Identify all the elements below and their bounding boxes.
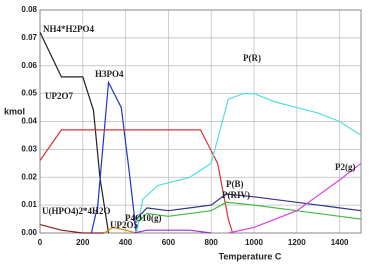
y-tick-label: 0.05 <box>21 89 37 98</box>
series-line <box>135 93 362 234</box>
plot-border <box>39 9 362 234</box>
series-line <box>228 162 362 234</box>
x-tick-label: 200 <box>76 238 90 247</box>
x-tick-label: 600 <box>162 238 176 247</box>
series-label: P4O10(g) <box>125 213 162 223</box>
series-label: P2(g) <box>335 162 356 172</box>
y-tick-label: 0.02 <box>21 172 37 181</box>
y-tick-label: 0.03 <box>21 144 37 153</box>
y-tick-label: 0.08 <box>21 5 37 14</box>
series-line <box>137 201 362 223</box>
series-line <box>90 80 137 234</box>
x-tick-label: 800 <box>205 238 219 247</box>
series-label: NH4*H2PO4 <box>43 24 94 34</box>
series-label: P(B) <box>226 179 244 189</box>
series-label: P(R) <box>243 53 261 63</box>
x-tick-label: 1000 <box>245 238 263 247</box>
series-label: U(HPO4)2*4H2O <box>42 206 111 216</box>
y-tick-label: 0.00 <box>21 228 37 237</box>
series-line <box>39 224 105 234</box>
y-axis-label: kmol <box>4 106 25 116</box>
y-tick-label: 0.01 <box>21 200 37 209</box>
series-line <box>103 226 137 234</box>
x-tick-label: 400 <box>119 238 133 247</box>
x-axis-label: Temperature C <box>219 251 282 261</box>
y-tick-label: 0.06 <box>21 61 37 70</box>
series-line <box>135 193 362 220</box>
x-tick-label: 1200 <box>288 238 306 247</box>
y-tick-label: 0.04 <box>21 117 37 126</box>
x-tick-label: 1400 <box>331 238 349 247</box>
series-line <box>39 129 234 234</box>
series-label: UP2O5 <box>110 220 138 230</box>
series-label: P(RIV) <box>222 190 250 200</box>
y-tick-label: 0.07 <box>21 33 37 42</box>
x-tick-label: 0 <box>38 238 43 247</box>
series-label: UP2O7 <box>45 91 73 101</box>
series-label: H3PO4 <box>95 69 124 79</box>
series-line <box>39 32 110 234</box>
series-line <box>134 229 212 234</box>
